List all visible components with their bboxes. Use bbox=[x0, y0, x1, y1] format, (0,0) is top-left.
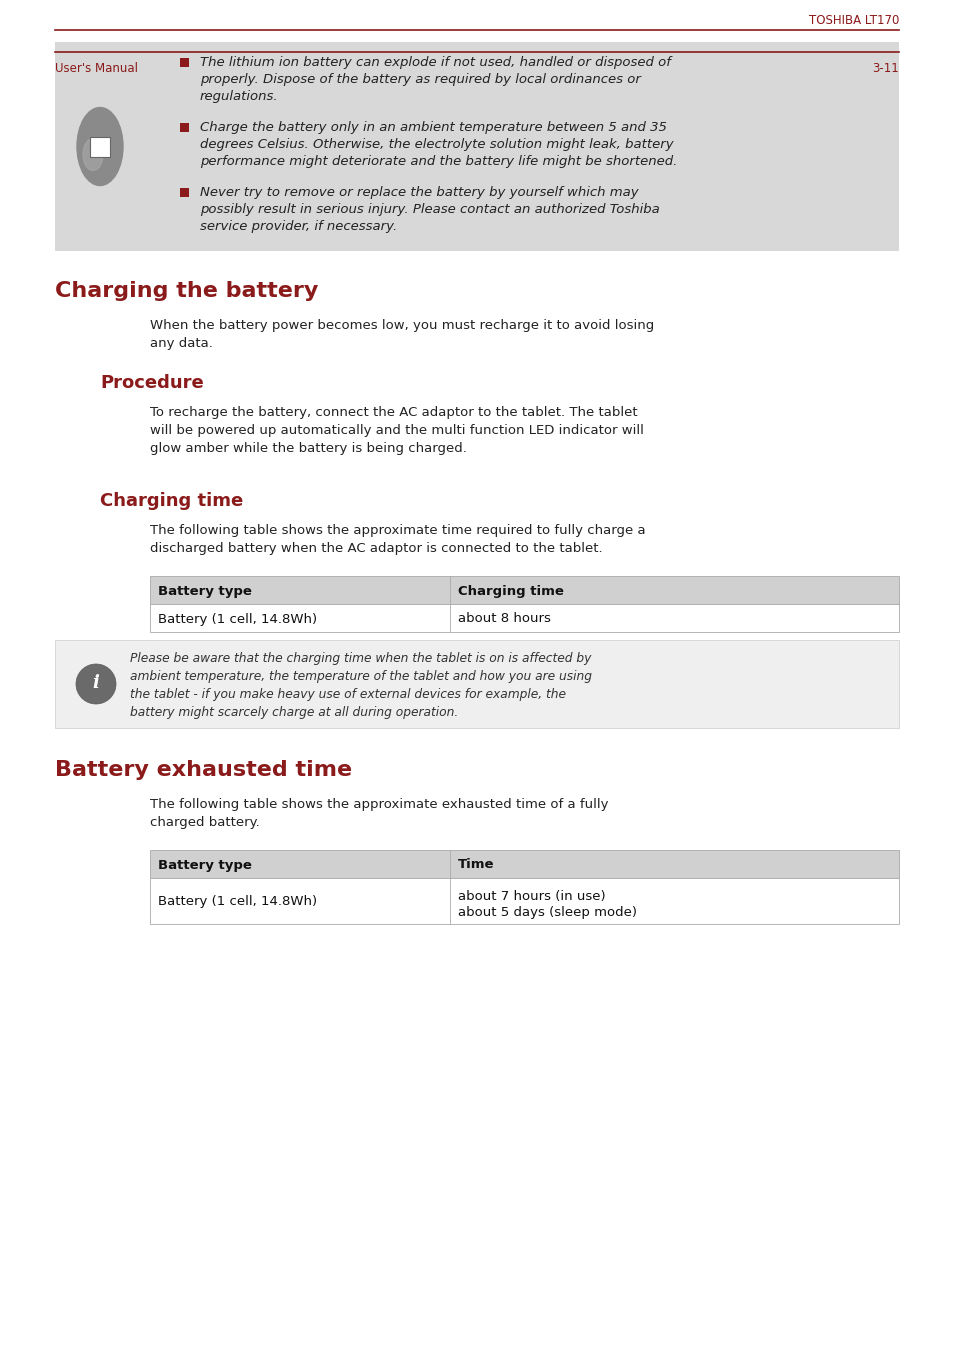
Text: Charging time: Charging time bbox=[457, 585, 563, 597]
Text: performance might deteriorate and the battery life might be shortened.: performance might deteriorate and the ba… bbox=[200, 155, 677, 168]
Text: battery might scarcely charge at all during operation.: battery might scarcely charge at all dur… bbox=[130, 706, 457, 720]
Text: Battery (1 cell, 14.8Wh): Battery (1 cell, 14.8Wh) bbox=[158, 612, 316, 625]
Bar bbox=[55, 42, 898, 252]
Text: glow amber while the battery is being charged.: glow amber while the battery is being ch… bbox=[150, 443, 466, 455]
Text: 3-11: 3-11 bbox=[871, 62, 898, 74]
Bar bbox=[55, 640, 898, 728]
Text: Battery (1 cell, 14.8Wh): Battery (1 cell, 14.8Wh) bbox=[158, 896, 316, 908]
Text: User's Manual: User's Manual bbox=[55, 62, 138, 74]
Text: Never try to remove or replace the battery by yourself which may: Never try to remove or replace the batte… bbox=[200, 186, 638, 199]
Text: Charging the battery: Charging the battery bbox=[55, 281, 318, 301]
Text: Battery exhausted time: Battery exhausted time bbox=[55, 760, 352, 780]
Text: i: i bbox=[92, 674, 99, 691]
Text: Procedure: Procedure bbox=[100, 374, 204, 391]
Text: To recharge the battery, connect the AC adaptor to the tablet. The tablet: To recharge the battery, connect the AC … bbox=[150, 406, 637, 420]
Bar bbox=[150, 850, 898, 878]
Text: The following table shows the approximate time required to fully charge a: The following table shows the approximat… bbox=[150, 525, 645, 537]
Text: regulations.: regulations. bbox=[200, 90, 278, 104]
Text: service provider, if necessary.: service provider, if necessary. bbox=[200, 221, 396, 233]
Text: Charging time: Charging time bbox=[100, 492, 243, 510]
Text: properly. Dispose of the battery as required by local ordinances or: properly. Dispose of the battery as requ… bbox=[200, 73, 640, 86]
Bar bbox=[150, 576, 898, 604]
Text: Battery type: Battery type bbox=[158, 858, 252, 872]
Text: the tablet - if you make heavy use of external devices for example, the: the tablet - if you make heavy use of ex… bbox=[130, 689, 565, 701]
Circle shape bbox=[76, 664, 116, 703]
Bar bbox=[180, 122, 189, 132]
Text: possibly result in serious injury. Please contact an authorized Toshiba: possibly result in serious injury. Pleas… bbox=[200, 203, 659, 217]
Text: will be powered up automatically and the multi function LED indicator will: will be powered up automatically and the… bbox=[150, 424, 643, 437]
Text: Please be aware that the charging time when the tablet is on is affected by: Please be aware that the charging time w… bbox=[130, 652, 591, 664]
Bar bbox=[180, 188, 189, 196]
Text: The following table shows the approximate exhausted time of a fully: The following table shows the approximat… bbox=[150, 798, 608, 811]
Bar bbox=[150, 604, 898, 632]
Text: charged battery.: charged battery. bbox=[150, 816, 259, 829]
Ellipse shape bbox=[77, 108, 123, 186]
Text: about 8 hours: about 8 hours bbox=[457, 612, 550, 625]
Text: about 5 days (sleep mode): about 5 days (sleep mode) bbox=[457, 907, 637, 919]
Ellipse shape bbox=[83, 139, 103, 171]
Bar bbox=[90, 136, 110, 156]
Text: ambient temperature, the temperature of the tablet and how you are using: ambient temperature, the temperature of … bbox=[130, 670, 592, 683]
Text: Time: Time bbox=[457, 858, 494, 872]
Text: degrees Celsius. Otherwise, the electrolyte solution might leak, battery: degrees Celsius. Otherwise, the electrol… bbox=[200, 139, 673, 151]
Bar bbox=[180, 58, 189, 67]
Text: When the battery power becomes low, you must recharge it to avoid losing: When the battery power becomes low, you … bbox=[150, 319, 654, 332]
Text: any data.: any data. bbox=[150, 338, 213, 350]
Bar bbox=[90, 136, 110, 156]
Text: discharged battery when the AC adaptor is connected to the tablet.: discharged battery when the AC adaptor i… bbox=[150, 542, 602, 555]
Bar bbox=[150, 878, 898, 924]
Text: Charge the battery only in an ambient temperature between 5 and 35: Charge the battery only in an ambient te… bbox=[200, 121, 666, 134]
Text: Battery type: Battery type bbox=[158, 585, 252, 597]
Text: TOSHIBA LT170: TOSHIBA LT170 bbox=[808, 13, 898, 27]
Text: The lithium ion battery can explode if not used, handled or disposed of: The lithium ion battery can explode if n… bbox=[200, 56, 670, 69]
Text: about 7 hours (in use): about 7 hours (in use) bbox=[457, 890, 605, 902]
